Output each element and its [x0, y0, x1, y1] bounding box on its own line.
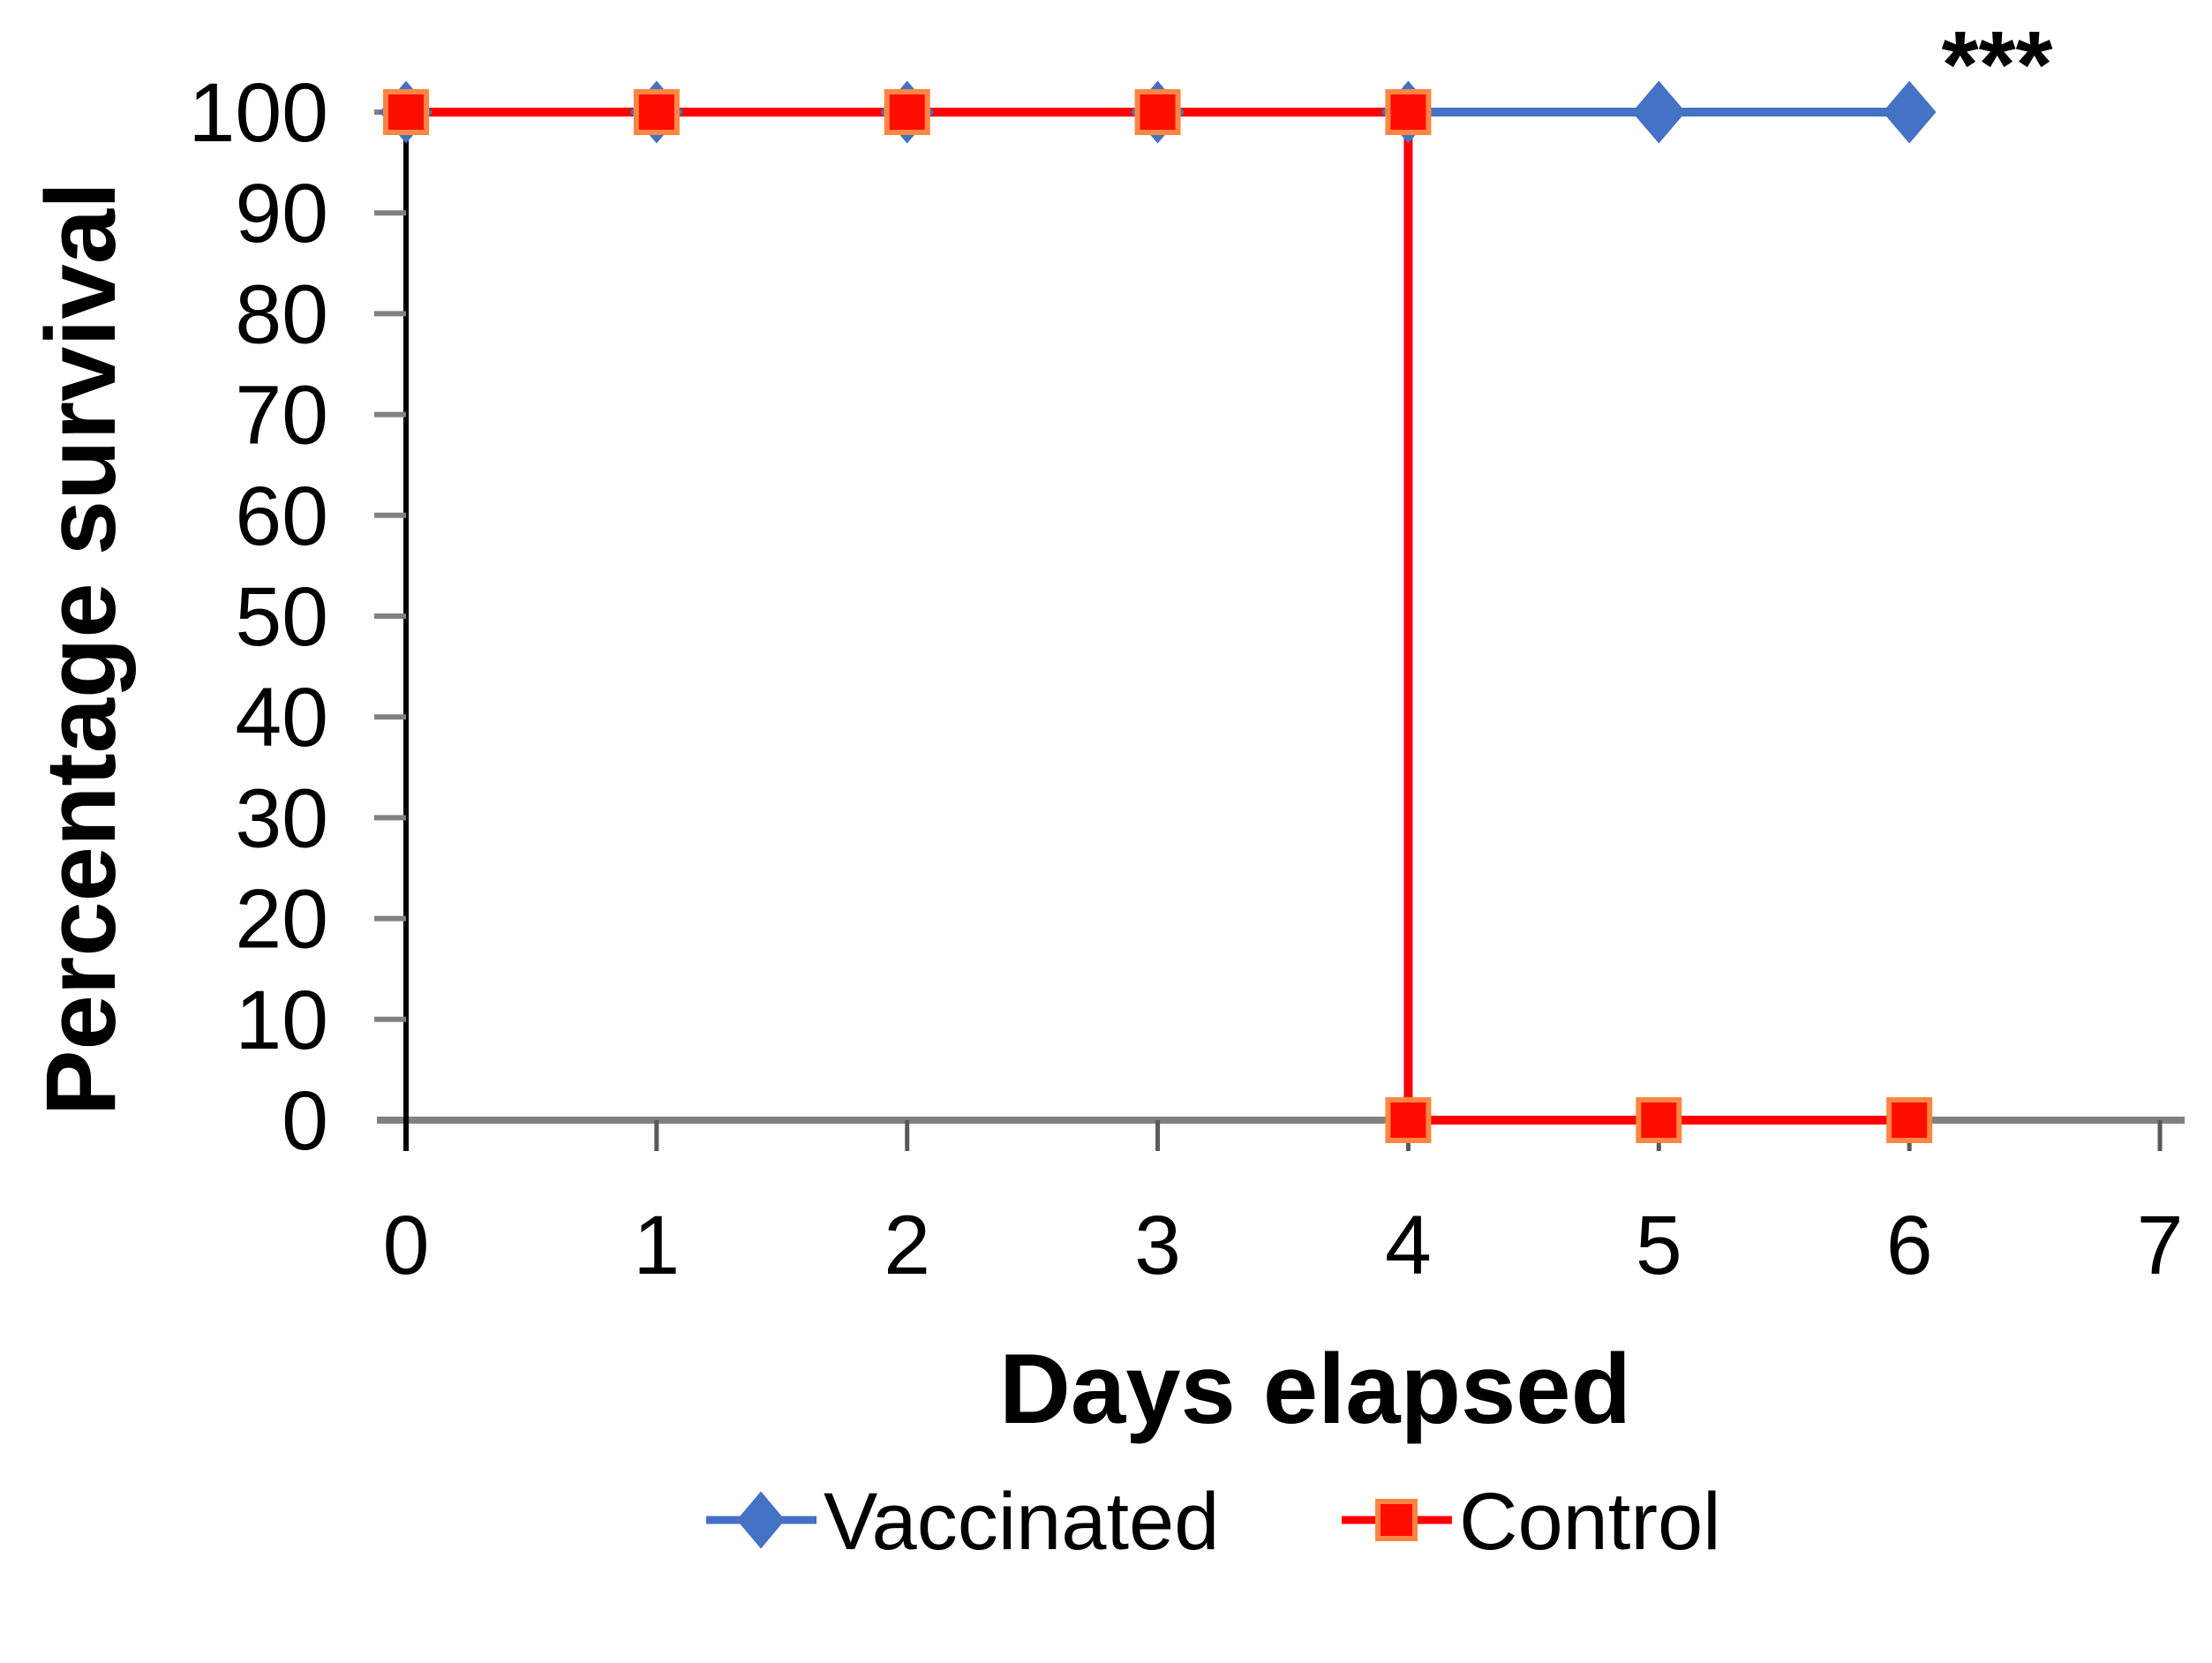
- square-marker: [1636, 1097, 1682, 1143]
- square-marker: [884, 89, 930, 135]
- y-tick-label: 60: [235, 470, 328, 563]
- legend-item-vaccinated: Vaccinated: [706, 1477, 1219, 1567]
- square-marker: [1375, 1499, 1418, 1541]
- y-tick-label: 30: [235, 771, 328, 865]
- y-tick-label: 0: [282, 1074, 328, 1168]
- y-tick-label: 90: [235, 167, 328, 260]
- legend-item-control: Control: [1342, 1477, 1721, 1567]
- axes: [374, 109, 2185, 1151]
- x-tick-label: 7: [2137, 1199, 2184, 1292]
- x-tick-label: 1: [633, 1199, 680, 1292]
- x-tick-label: 3: [1134, 1199, 1181, 1292]
- y-tick-label: 20: [235, 873, 328, 967]
- diamond-marker: [1631, 80, 1686, 144]
- y-tick-label: 70: [235, 369, 328, 463]
- x-tick-label: 5: [1636, 1199, 1682, 1292]
- y-tick-label: 50: [235, 570, 328, 664]
- legend-label: Control: [1459, 1477, 1721, 1567]
- y-tick-label: 80: [235, 267, 328, 361]
- square-marker: [1886, 1097, 1933, 1143]
- y-tick-label: 100: [188, 66, 328, 160]
- diamond-marker: [736, 1491, 786, 1549]
- x-tick-label: 4: [1385, 1199, 1432, 1292]
- square-marker: [383, 89, 429, 135]
- x-tick-label: 2: [884, 1199, 930, 1292]
- square-marker: [633, 89, 680, 135]
- x-tick-label: 6: [1886, 1199, 1933, 1292]
- significance-annotation: ***: [1941, 11, 2052, 117]
- square-marker: [1385, 89, 1432, 135]
- control-line: [406, 108, 1910, 1125]
- diamond-marker: [1882, 80, 1937, 144]
- square-marker: [1134, 89, 1181, 135]
- y-tick-label: 40: [235, 671, 328, 764]
- x-tick-label: 0: [383, 1199, 430, 1292]
- square-marker: [1385, 1097, 1432, 1143]
- y-axis-title: Percentage survival: [26, 182, 136, 1116]
- y-tick-label: 10: [235, 974, 328, 1067]
- data-series: [379, 80, 1937, 1143]
- legend-label: Vaccinated: [824, 1477, 1219, 1567]
- x-axis-title: Days elapsed: [999, 1334, 1631, 1444]
- legend: Vaccinated Control: [706, 1477, 1721, 1567]
